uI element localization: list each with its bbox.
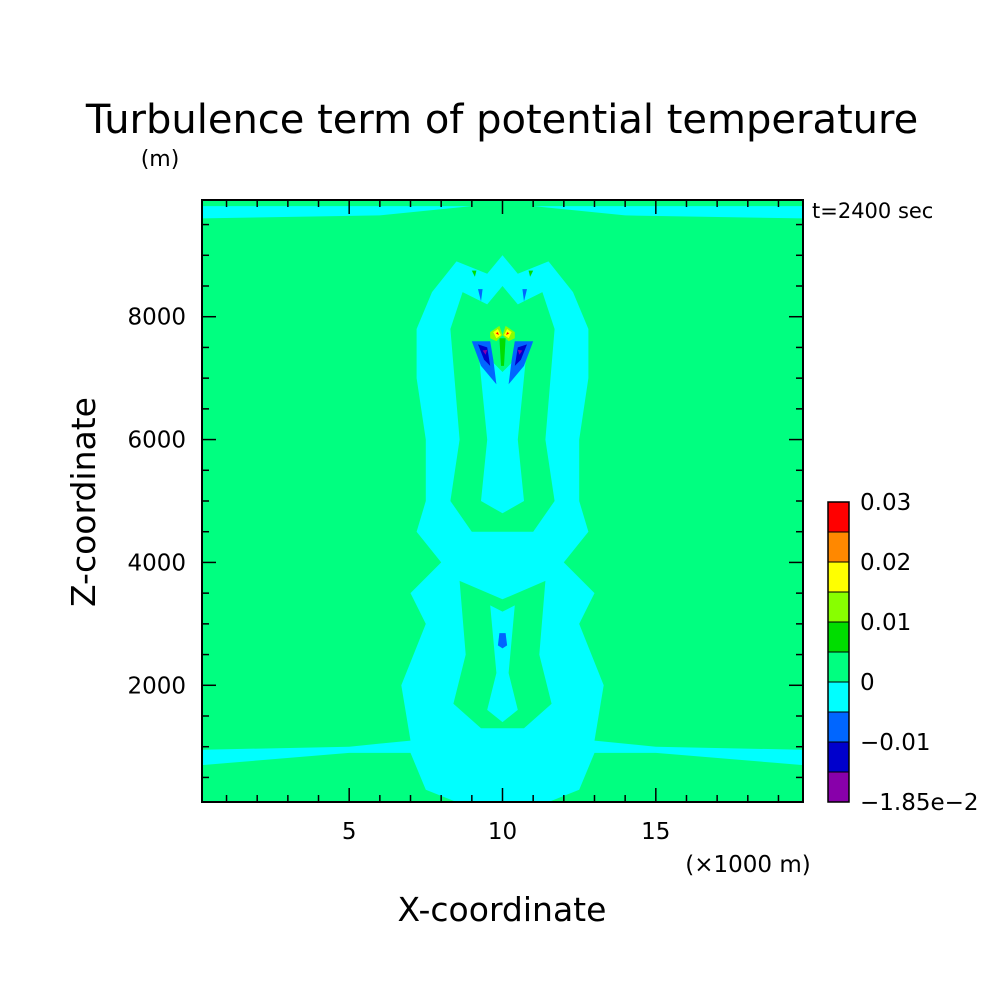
contour-region (478, 289, 483, 302)
colorbar-frame (827, 501, 850, 803)
contour-regions (202, 206, 803, 802)
colorbar-label: 0.03 (860, 490, 911, 516)
plot-frame (201, 199, 804, 803)
contour-region (508, 341, 534, 385)
colorbar-label: 0 (860, 670, 875, 696)
colorbar (827, 501, 850, 803)
axis-ticks (202, 200, 803, 802)
plot-area (201, 199, 804, 803)
x-unit-label: (×1000 m) (685, 852, 810, 878)
colorbar-swatch (827, 711, 850, 743)
contour-region (506, 332, 510, 336)
colorbar-swatch (827, 651, 850, 683)
colorbar-swatch (827, 741, 850, 773)
y-axis-label: Z-coordinate (64, 397, 103, 607)
y-tick-label: 6000 (127, 428, 186, 454)
contour-region (487, 605, 518, 723)
contour-region (471, 270, 477, 277)
x-tick-label: 10 (488, 819, 517, 845)
y-tick-labels: 2000 4000 6000 8000 (127, 305, 186, 700)
x-tick-label: 15 (641, 819, 670, 845)
contour-region (499, 338, 506, 366)
contour-region (522, 289, 527, 302)
colorbar-swatch (827, 771, 850, 803)
contour-region (495, 332, 499, 336)
y-unit-label: (m) (141, 147, 180, 172)
contour-region (497, 633, 508, 649)
colorbar-label: −1.85e−2 (860, 790, 979, 816)
colorbar-swatch (827, 621, 850, 653)
colorbar-swatch (827, 561, 850, 593)
colorbar-label: 0.01 (860, 610, 911, 636)
y-tick-label: 8000 (127, 305, 186, 331)
contour-region (478, 344, 491, 366)
x-axis-label: X-coordinate (398, 890, 607, 929)
contour-region (478, 347, 527, 514)
colorbar-label: 0.02 (860, 550, 911, 576)
colorbar-swatch (827, 591, 850, 623)
y-tick-label: 4000 (127, 550, 186, 576)
colorbar-swatch (827, 531, 850, 563)
contour-region (514, 344, 527, 366)
y-tick-label: 2000 (127, 673, 186, 699)
x-tick-labels: 5 10 15 (342, 819, 671, 845)
chart-title: Turbulence term of potential temperature (85, 97, 918, 143)
colorbar-swatch (827, 501, 850, 533)
x-tick-label: 5 (342, 819, 357, 845)
colorbar-label: −0.01 (860, 730, 930, 756)
time-label: t=2400 sec (812, 199, 933, 223)
contour-region (202, 206, 803, 219)
contour-region (471, 341, 497, 385)
colorbar-swatch (827, 681, 850, 713)
contour-region (482, 349, 488, 355)
contour-region (517, 349, 523, 355)
colorbar-labels: −1.85e−2 −0.01 0 0.01 0.02 0.03 (860, 490, 979, 816)
contour-region (528, 270, 534, 277)
